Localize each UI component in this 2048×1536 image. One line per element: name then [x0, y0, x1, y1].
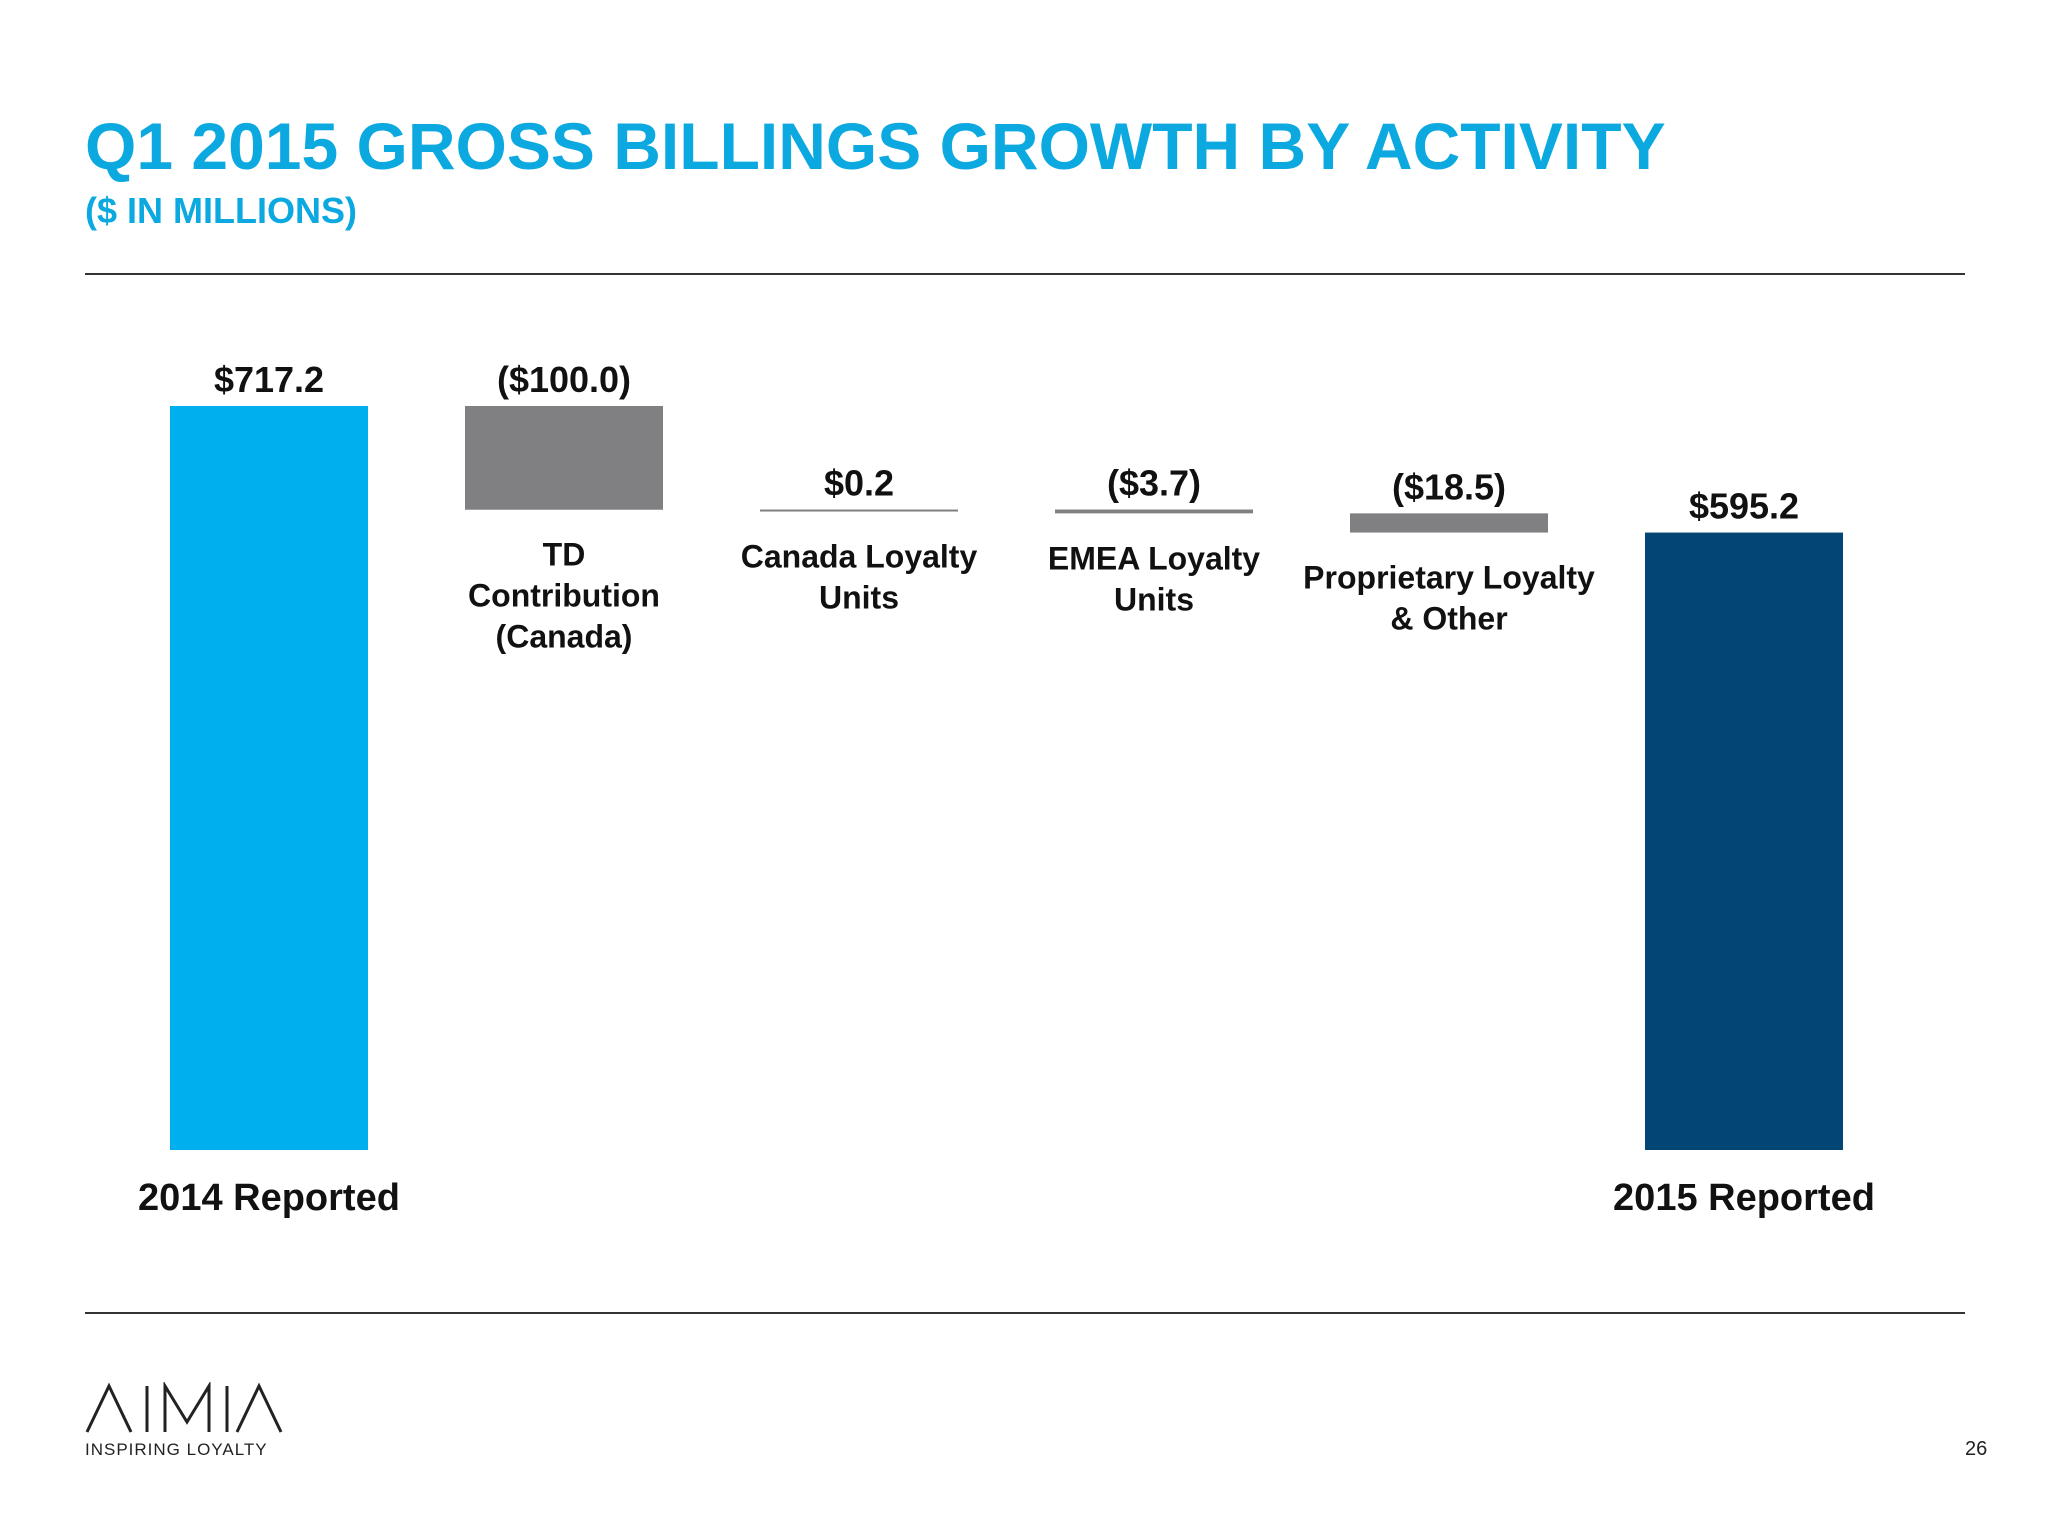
bar-2 [465, 406, 663, 510]
page-subtitle: ($ IN MILLIONS) [85, 190, 357, 231]
data-label-6: $595.2 [1689, 486, 1799, 527]
bar-4 [1055, 509, 1253, 514]
logo-tagline: INSPIRING LOYALTY [85, 1440, 268, 1459]
category-label-4: EMEA Loyalty Units [1048, 540, 1260, 617]
bar-5 [1350, 513, 1548, 533]
data-label-2: ($100.0) [497, 359, 631, 400]
data-label-4: ($3.7) [1107, 463, 1201, 504]
page-number: 26 [1965, 1438, 1988, 1460]
page-title: Q1 2015 GROSS BILLINGS GROWTH BY ACTIVIT… [85, 109, 1666, 183]
bottom-divider [85, 1312, 1965, 1314]
category-label-2: TD Contribution (Canada) [468, 537, 660, 655]
data-label-1: $717.2 [214, 359, 324, 400]
category-label-1: 2014 Reported [138, 1177, 400, 1219]
bar-3 [760, 509, 958, 512]
category-label-6: 2015 Reported [1613, 1177, 1875, 1219]
aimia-logo [85, 1382, 283, 1433]
bar-6 [1645, 532, 1843, 1150]
category-label-3: Canada Loyalty Units [741, 539, 978, 616]
category-label-5: Proprietary Loyalty & Other [1303, 560, 1595, 637]
data-label-3: $0.2 [824, 463, 894, 504]
top-divider [85, 273, 1965, 275]
bar-1 [170, 406, 368, 1150]
data-label-5: ($18.5) [1392, 466, 1506, 507]
